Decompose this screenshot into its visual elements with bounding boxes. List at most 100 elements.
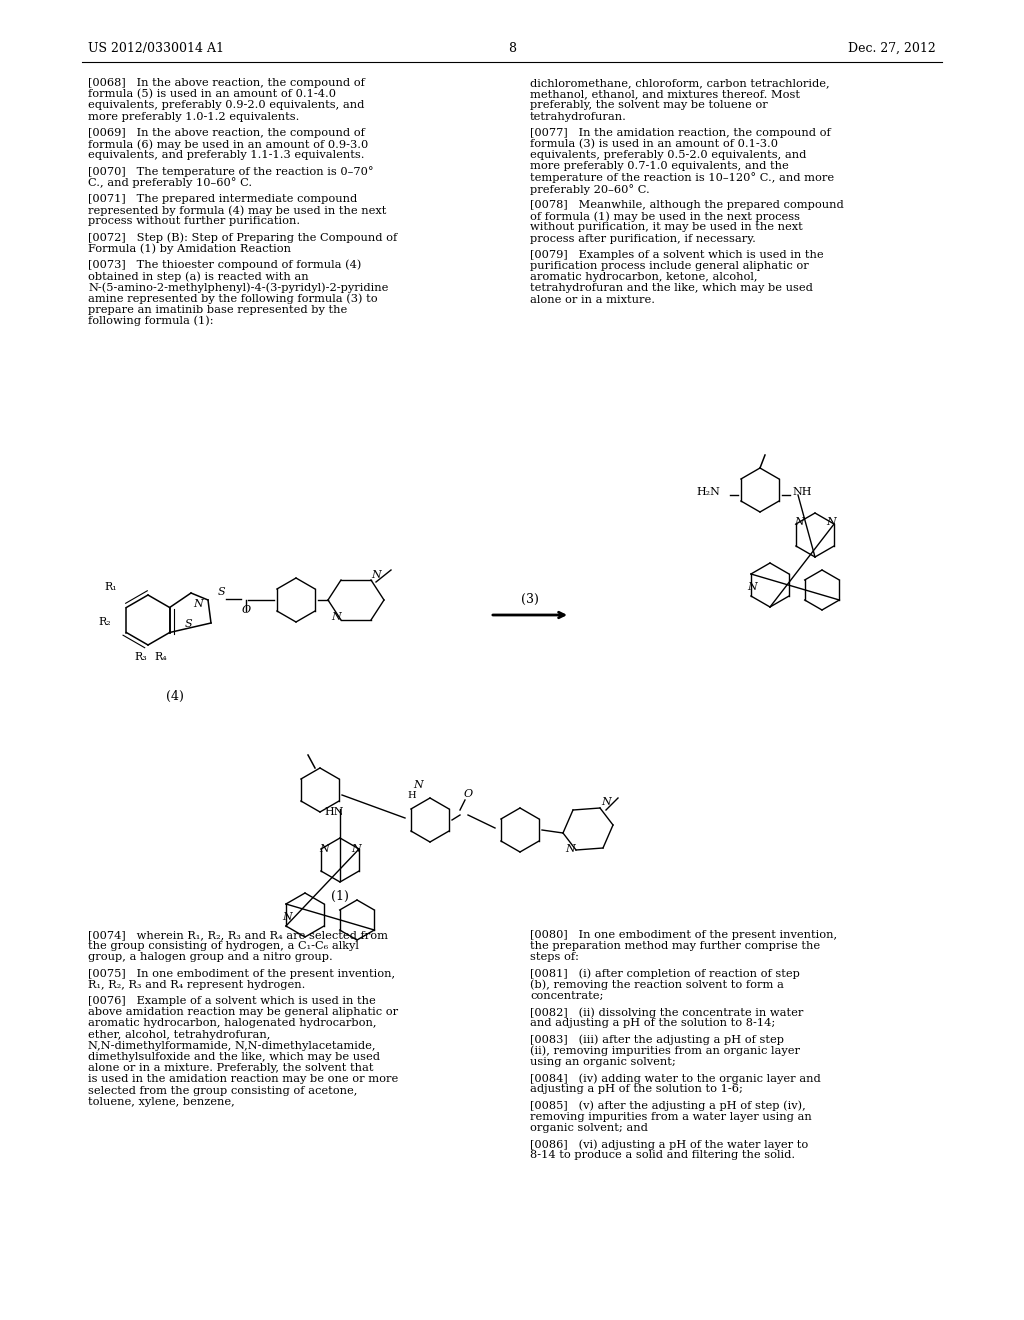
Text: N: N	[565, 843, 574, 854]
Text: N: N	[319, 843, 329, 854]
Text: toluene, xylene, benzene,: toluene, xylene, benzene,	[88, 1097, 234, 1106]
Text: [0076]   Example of a solvent which is used in the: [0076] Example of a solvent which is use…	[88, 997, 376, 1006]
Text: concentrate;: concentrate;	[530, 991, 603, 1001]
Text: [0073]   The thioester compound of formula (4): [0073] The thioester compound of formula…	[88, 260, 361, 271]
Text: [0085]   (v) after the adjusting a pH of step (iv),: [0085] (v) after the adjusting a pH of s…	[530, 1101, 806, 1111]
Text: and adjusting a pH of the solution to 8-14;: and adjusting a pH of the solution to 8-…	[530, 1019, 775, 1028]
Text: without purification, it may be used in the next: without purification, it may be used in …	[530, 222, 803, 232]
Text: N: N	[748, 582, 757, 591]
Text: tetrahydrofuran and the like, which may be used: tetrahydrofuran and the like, which may …	[530, 284, 813, 293]
Text: ether, alcohol, tetrahydrofuran,: ether, alcohol, tetrahydrofuran,	[88, 1030, 270, 1040]
Text: prepare an imatinib base represented by the: prepare an imatinib base represented by …	[88, 305, 347, 314]
Text: temperature of the reaction is 10–120° C., and more: temperature of the reaction is 10–120° C…	[530, 173, 835, 183]
Text: 8-14 to produce a solid and filtering the solid.: 8-14 to produce a solid and filtering th…	[530, 1151, 795, 1160]
Text: [0075]   In one embodiment of the present invention,: [0075] In one embodiment of the present …	[88, 969, 395, 978]
Text: [0078]   Meanwhile, although the prepared compound: [0078] Meanwhile, although the prepared …	[530, 201, 844, 210]
Text: aromatic hydrocarbon, halogenated hydrocarbon,: aromatic hydrocarbon, halogenated hydroc…	[88, 1019, 377, 1028]
Text: NH: NH	[792, 487, 811, 498]
Text: [0068]   In the above reaction, the compound of: [0068] In the above reaction, the compou…	[88, 78, 365, 88]
Text: obtained in step (a) is reacted with an: obtained in step (a) is reacted with an	[88, 271, 308, 281]
Text: the preparation method may further comprise the: the preparation method may further compr…	[530, 941, 820, 952]
Text: (ii), removing impurities from an organic layer: (ii), removing impurities from an organi…	[530, 1045, 800, 1056]
Text: aromatic hydrocarbon, ketone, alcohol,: aromatic hydrocarbon, ketone, alcohol,	[530, 272, 758, 282]
Text: tetrahydrofuran.: tetrahydrofuran.	[530, 112, 627, 121]
Text: following formula (1):: following formula (1):	[88, 315, 213, 326]
Text: R₃: R₃	[134, 652, 146, 663]
Text: organic solvent; and: organic solvent; and	[530, 1123, 648, 1133]
Text: R₁: R₁	[104, 582, 118, 591]
Text: group, a halogen group and a nitro group.: group, a halogen group and a nitro group…	[88, 953, 333, 962]
Text: amine represented by the following formula (3) to: amine represented by the following formu…	[88, 293, 378, 304]
Text: (1): (1)	[331, 890, 349, 903]
Text: [0084]   (iv) adding water to the organic layer and: [0084] (iv) adding water to the organic …	[530, 1073, 821, 1084]
Text: methanol, ethanol, and mixtures thereof. Most: methanol, ethanol, and mixtures thereof.…	[530, 90, 800, 99]
Text: dimethylsulfoxide and the like, which may be used: dimethylsulfoxide and the like, which ma…	[88, 1052, 380, 1063]
Text: selected from the group consisting of acetone,: selected from the group consisting of ac…	[88, 1085, 357, 1096]
Text: alone or in a mixture. Preferably, the solvent that: alone or in a mixture. Preferably, the s…	[88, 1063, 374, 1073]
Text: N-(5-amino-2-methylphenyl)-4-(3-pyridyl)-2-pyridine: N-(5-amino-2-methylphenyl)-4-(3-pyridyl)…	[88, 282, 388, 293]
Text: preferably, the solvent may be toluene or: preferably, the solvent may be toluene o…	[530, 100, 768, 111]
Text: N: N	[413, 780, 423, 789]
Text: [0072]   Step (B): Step of Preparing the Compound of: [0072] Step (B): Step of Preparing the C…	[88, 232, 397, 243]
Text: O: O	[464, 789, 472, 799]
Text: (3): (3)	[521, 593, 539, 606]
Text: [0082]   (ii) dissolving the concentrate in water: [0082] (ii) dissolving the concentrate i…	[530, 1007, 804, 1018]
Text: [0086]   (vi) adjusting a pH of the water layer to: [0086] (vi) adjusting a pH of the water …	[530, 1139, 808, 1150]
Text: the group consisting of hydrogen, a C₁-C₆ alkyl: the group consisting of hydrogen, a C₁-C…	[88, 941, 358, 952]
Text: using an organic solvent;: using an organic solvent;	[530, 1057, 676, 1067]
Text: removing impurities from a water layer using an: removing impurities from a water layer u…	[530, 1111, 812, 1122]
Text: N,N-dimethylformamide, N,N-dimethylacetamide,: N,N-dimethylformamide, N,N-dimethylaceta…	[88, 1040, 376, 1051]
Text: process after purification, if necessary.: process after purification, if necessary…	[530, 234, 756, 244]
Text: [0071]   The prepared intermediate compound: [0071] The prepared intermediate compoun…	[88, 194, 357, 203]
Text: N: N	[601, 797, 611, 807]
Text: Dec. 27, 2012: Dec. 27, 2012	[848, 42, 936, 55]
Text: H: H	[408, 791, 417, 800]
Text: formula (5) is used in an amount of 0.1-4.0: formula (5) is used in an amount of 0.1-…	[88, 90, 336, 99]
Text: [0069]   In the above reaction, the compound of: [0069] In the above reaction, the compou…	[88, 128, 365, 137]
Text: R₁, R₂, R₃ and R₄ represent hydrogen.: R₁, R₂, R₃ and R₄ represent hydrogen.	[88, 979, 305, 990]
Text: O: O	[242, 605, 251, 615]
Text: formula (6) may be used in an amount of 0.9-3.0: formula (6) may be used in an amount of …	[88, 139, 369, 149]
Text: equivalents, preferably 0.5-2.0 equivalents, and: equivalents, preferably 0.5-2.0 equivale…	[530, 150, 806, 160]
Text: N: N	[826, 517, 836, 527]
Text: [0070]   The temperature of the reaction is 0–70°: [0070] The temperature of the reaction i…	[88, 166, 374, 177]
Text: preferably 20–60° C.: preferably 20–60° C.	[530, 183, 650, 194]
Text: Formula (1) by Amidation Reaction: Formula (1) by Amidation Reaction	[88, 244, 291, 255]
Text: represented by formula (4) may be used in the next: represented by formula (4) may be used i…	[88, 205, 386, 215]
Text: N: N	[283, 912, 292, 921]
Text: N: N	[795, 517, 804, 527]
Text: S: S	[184, 619, 191, 630]
Text: (b), removing the reaction solvent to form a: (b), removing the reaction solvent to fo…	[530, 979, 784, 990]
Text: [0077]   In the amidation reaction, the compound of: [0077] In the amidation reaction, the co…	[530, 128, 830, 137]
Text: R₄: R₄	[155, 652, 167, 663]
Text: [0079]   Examples of a solvent which is used in the: [0079] Examples of a solvent which is us…	[530, 249, 823, 260]
Text: dichloromethane, chloroform, carbon tetrachloride,: dichloromethane, chloroform, carbon tetr…	[530, 78, 829, 88]
Text: N: N	[331, 612, 341, 622]
Text: of formula (1) may be used in the next process: of formula (1) may be used in the next p…	[530, 211, 800, 222]
Text: H₂N: H₂N	[696, 487, 720, 498]
Text: S: S	[217, 587, 225, 597]
Text: above amidation reaction may be general aliphatic or: above amidation reaction may be general …	[88, 1007, 398, 1018]
Text: more preferably 1.0-1.2 equivalents.: more preferably 1.0-1.2 equivalents.	[88, 112, 299, 121]
Text: [0080]   In one embodiment of the present invention,: [0080] In one embodiment of the present …	[530, 931, 838, 940]
Text: [0074]   wherein R₁, R₂, R₃ and R₄ are selected from: [0074] wherein R₁, R₂, R₃ and R₄ are sel…	[88, 931, 388, 940]
Text: equivalents, preferably 0.9-2.0 equivalents, and: equivalents, preferably 0.9-2.0 equivale…	[88, 100, 365, 111]
Text: steps of:: steps of:	[530, 953, 579, 962]
Text: 8: 8	[508, 42, 516, 55]
Text: N: N	[371, 570, 381, 579]
Text: N: N	[194, 599, 203, 609]
Text: N: N	[351, 843, 360, 854]
Text: [0083]   (iii) after the adjusting a pH of step: [0083] (iii) after the adjusting a pH of…	[530, 1035, 784, 1045]
Text: [0081]   (i) after completion of reaction of step: [0081] (i) after completion of reaction …	[530, 969, 800, 979]
Text: more preferably 0.7-1.0 equivalents, and the: more preferably 0.7-1.0 equivalents, and…	[530, 161, 788, 172]
Text: alone or in a mixture.: alone or in a mixture.	[530, 294, 655, 305]
Text: process without further purification.: process without further purification.	[88, 216, 300, 226]
Text: HN: HN	[325, 807, 344, 817]
Text: formula (3) is used in an amount of 0.1-3.0: formula (3) is used in an amount of 0.1-…	[530, 139, 778, 149]
Text: purification process include general aliphatic or: purification process include general ali…	[530, 261, 809, 271]
Text: R₂: R₂	[98, 616, 112, 627]
Text: adjusting a pH of the solution to 1-6;: adjusting a pH of the solution to 1-6;	[530, 1085, 742, 1094]
Text: (4): (4)	[166, 690, 184, 704]
Text: C., and preferably 10–60° C.: C., and preferably 10–60° C.	[88, 178, 252, 189]
Text: US 2012/0330014 A1: US 2012/0330014 A1	[88, 42, 224, 55]
